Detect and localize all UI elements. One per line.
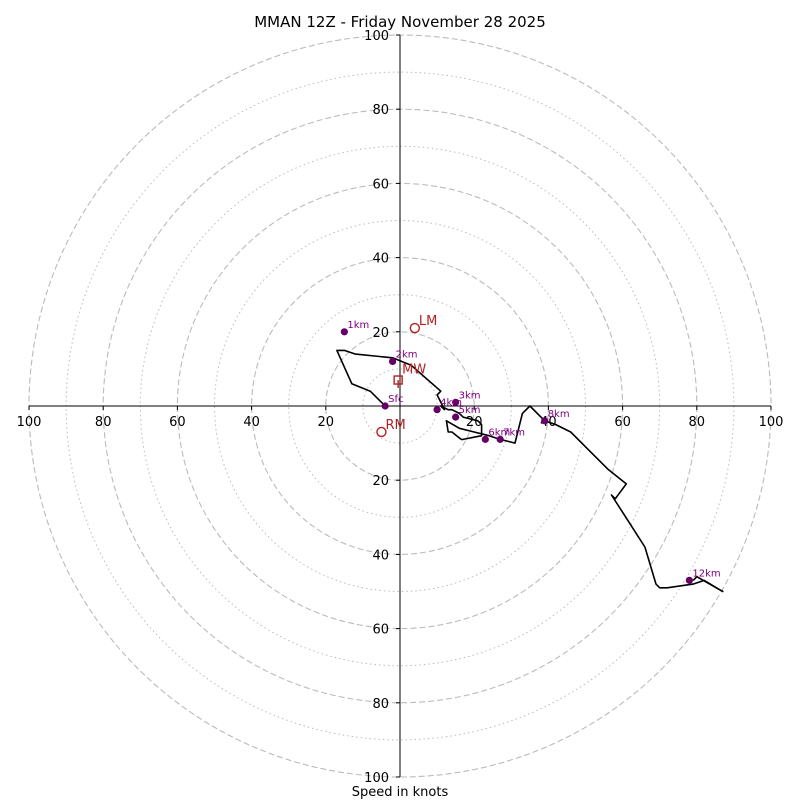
- height-marker-8km: [541, 417, 549, 425]
- x-tick-label: 40: [243, 415, 260, 430]
- height-marker-12km: [685, 576, 693, 584]
- x-tick-label: 60: [169, 415, 186, 430]
- x-tick-label: 80: [689, 415, 706, 430]
- height-label-3km: 3km: [459, 390, 481, 401]
- y-tick-label: 80: [372, 697, 389, 712]
- x-tick-label: 20: [318, 415, 335, 430]
- height-label-Sfc: Sfc: [388, 394, 403, 405]
- storm-motion-lm-label: LM: [419, 314, 437, 329]
- height-label-4km: 4km: [440, 398, 462, 409]
- x-tick-label: 80: [95, 415, 112, 430]
- storm-motion-rm-marker: [376, 426, 387, 438]
- y-tick-label: 100: [364, 29, 389, 44]
- height-label-2km: 2km: [396, 349, 418, 360]
- height-label-1km: 1km: [347, 320, 369, 331]
- height-label-8km: 8km: [548, 409, 570, 420]
- storm-motion-mw-label: MW: [402, 362, 426, 377]
- height-marker-Sfc: [381, 402, 389, 410]
- storm-motion-rm-label: RM: [385, 418, 405, 433]
- storm-motions: LM MW RM: [376, 314, 437, 438]
- height-label-6km: 6km: [488, 427, 510, 438]
- x-tick-label: 100: [759, 415, 784, 430]
- height-label-5km: 5km: [459, 405, 481, 416]
- storm-motion-lm-marker: [409, 322, 421, 334]
- height-label-12km: 12km: [692, 568, 720, 579]
- axes: [29, 35, 771, 777]
- height-marker-2km: [388, 357, 397, 366]
- y-tick-label: 80: [372, 103, 389, 118]
- y-tick-label: 100: [364, 771, 389, 786]
- y-tick-label: 60: [372, 177, 389, 192]
- wind-trace-line: [336, 349, 724, 593]
- height-marker-4km: [433, 406, 441, 414]
- y-tick-label: 40: [372, 548, 389, 563]
- x-tick-label: 100: [17, 415, 42, 430]
- height-marker-7km: [496, 435, 504, 443]
- height-label-7km: 7km: [503, 427, 525, 438]
- axis-ticks: 100 80 60 40 20 20 40 60 80 100100806040202040608…: [17, 29, 784, 786]
- height-marker-3km: [452, 398, 460, 406]
- wind-trace: [336, 349, 724, 593]
- height-marker-6km: [481, 435, 489, 443]
- y-tick-label: 20: [372, 326, 389, 341]
- y-tick-label: 40: [372, 252, 389, 267]
- height-marker-1km: [340, 328, 348, 336]
- height-marker-5km: [452, 413, 460, 421]
- chart-title: MMAN 12Z - Friday November 28 2025: [254, 13, 546, 31]
- y-tick-label: 60: [372, 623, 389, 638]
- y-tick-label: 20: [372, 474, 389, 489]
- x-axis-label: Speed in knots: [352, 785, 449, 800]
- x-tick-label: 60: [614, 415, 631, 430]
